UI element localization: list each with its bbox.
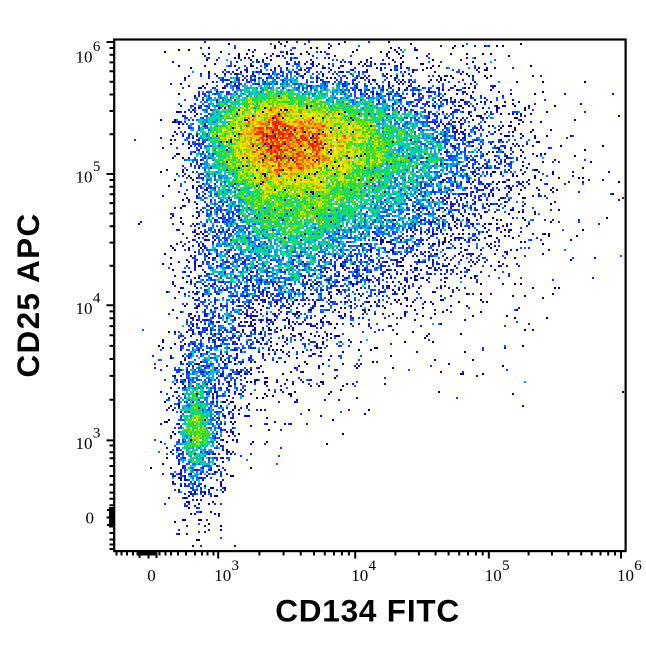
svg-text:10: 10 <box>617 566 634 585</box>
svg-text:5: 5 <box>502 558 510 574</box>
svg-text:CD134 FITC: CD134 FITC <box>275 593 460 629</box>
svg-text:10: 10 <box>76 168 93 187</box>
svg-text:0: 0 <box>147 566 156 585</box>
svg-text:3: 3 <box>93 426 101 442</box>
svg-text:10: 10 <box>214 566 231 585</box>
svg-text:10: 10 <box>351 566 368 585</box>
svg-text:10: 10 <box>485 566 502 585</box>
svg-text:6: 6 <box>634 558 642 574</box>
svg-text:10: 10 <box>76 48 93 67</box>
svg-text:10: 10 <box>76 299 93 318</box>
svg-text:5: 5 <box>93 159 101 175</box>
svg-text:4: 4 <box>369 558 377 574</box>
svg-text:4: 4 <box>93 290 101 306</box>
svg-text:6: 6 <box>93 39 101 55</box>
svg-text:10: 10 <box>76 434 93 453</box>
svg-text:0: 0 <box>86 509 95 528</box>
svg-text:3: 3 <box>232 558 240 574</box>
svg-text:CD25 APC: CD25 APC <box>10 212 46 377</box>
